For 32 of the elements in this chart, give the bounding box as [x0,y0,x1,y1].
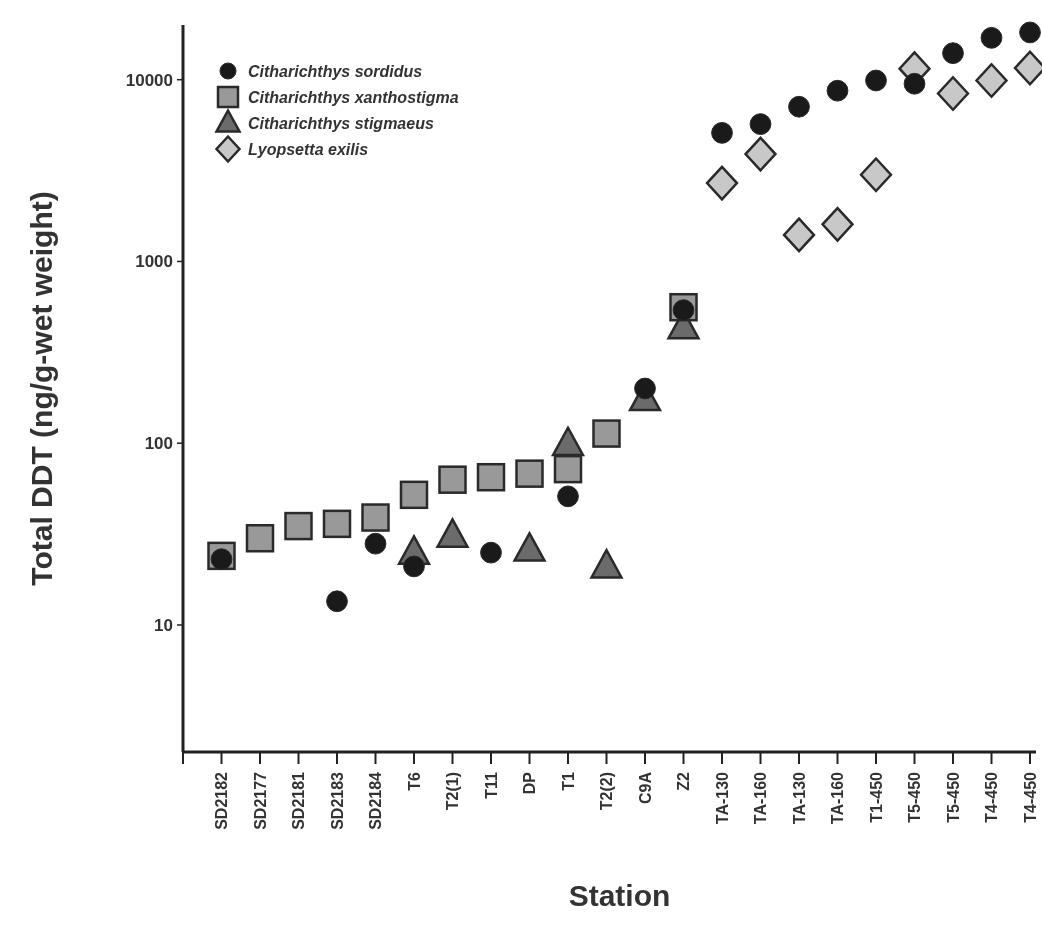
x-tick-label: TA-160 [752,771,770,825]
x-tick-label: T4-450 [983,771,1001,823]
y-tick-label: 10 [154,615,173,635]
x-tick-label: T2(2) [598,772,616,811]
x-tick-label: T6 [405,771,423,791]
x-tick-label: SD2184 [367,771,385,830]
x-tick-label: C9A [636,771,654,805]
x-axis-title: Station [568,879,671,912]
x-tick-label: DP [521,771,539,795]
legend-label: Citharichthys stigmaeus [248,114,434,132]
x-tick-label: T5-450 [906,771,924,823]
x-tick-label: T5-450 [944,771,962,823]
legend-label: Citharichthys xanthostigma [248,88,459,106]
x-tick-label: SD2183 [328,771,346,830]
x-tick-label: Z2 [675,771,693,791]
y-tick-label: 1000 [135,252,173,272]
y-tick-label: 100 [144,434,173,454]
x-tick-label: T2(1) [444,772,462,811]
y-tick-label: 10000 [125,70,173,90]
x-tick-label: T11 [482,771,500,799]
x-tick-label: T1 [559,771,577,791]
legend-label: Citharichthys sordidus [248,62,423,80]
x-tick-label: SD2182 [213,771,231,830]
x-tick-label: TA-160 [829,771,847,825]
x-tick-label: T1-450 [867,771,885,823]
y-axis-title: Total DDT (ng/g-wet weight) [25,191,58,586]
x-tick-label: TA-130 [713,771,731,825]
x-tick-label: SD2177 [251,771,269,830]
x-tick-label: TA-130 [790,771,808,825]
legend-label: Lyopsetta exilis [248,140,369,158]
x-tick-label: T4-450 [1021,771,1039,823]
x-tick-label: SD2181 [290,771,308,830]
